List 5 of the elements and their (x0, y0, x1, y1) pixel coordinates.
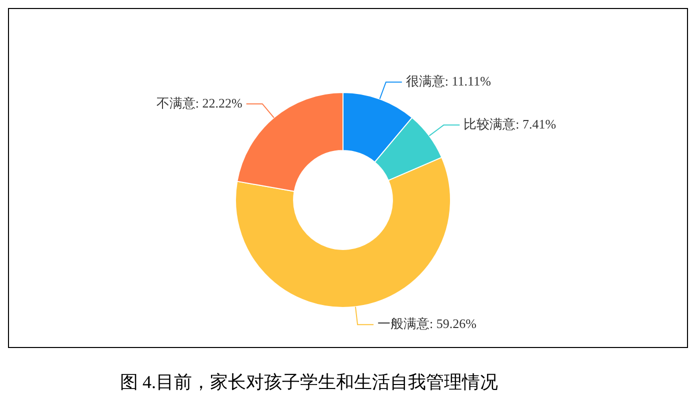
slice-label: 一般满意: 59.26% (378, 316, 477, 332)
slice-label: 比较满意: 7.41% (464, 116, 556, 132)
slice-label: 不满意: 22.22% (156, 95, 242, 110)
caption: 图 4.目前，家长对孩子学生和生活自我管理情况 (119, 371, 499, 394)
slice-label: 很满意: 11.11% (406, 73, 492, 88)
